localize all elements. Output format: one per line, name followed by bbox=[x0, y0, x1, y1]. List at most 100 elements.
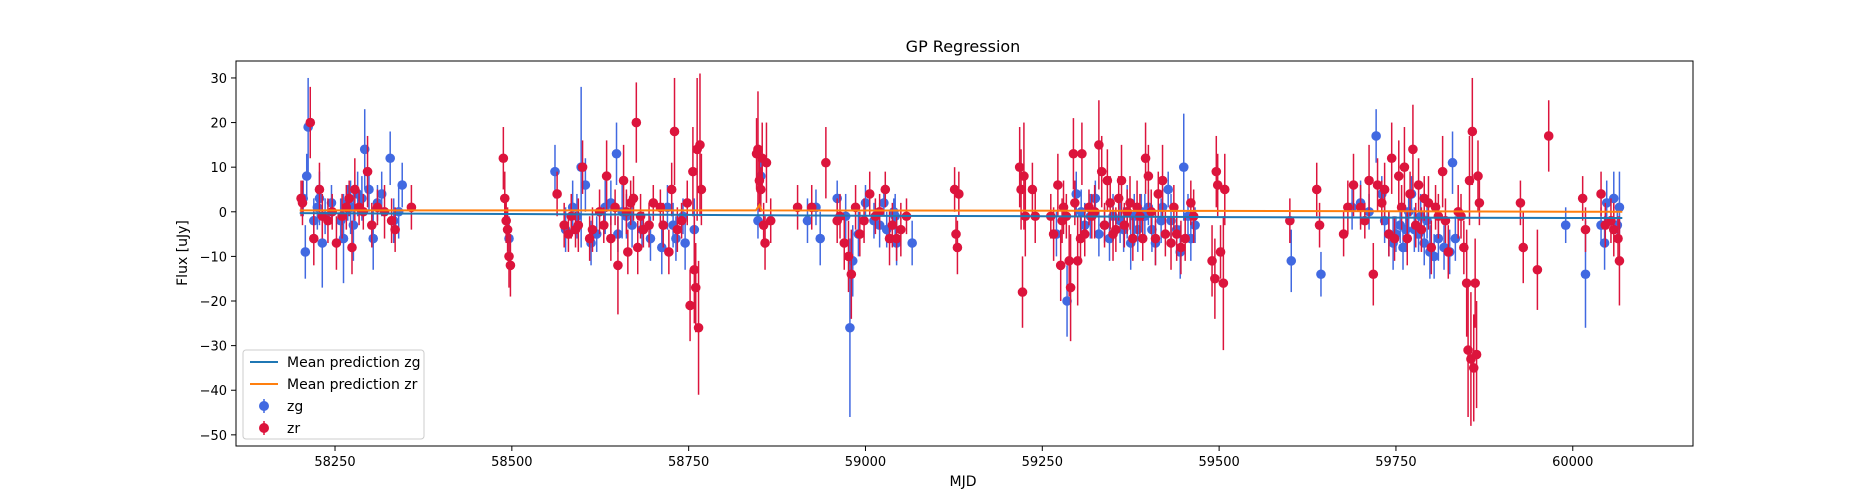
legend-label-zr-line: Mean prediction zr bbox=[287, 377, 418, 393]
legend-label-zg: zg bbox=[287, 399, 303, 415]
data-point-zr bbox=[366, 220, 377, 230]
data-point-zr bbox=[577, 162, 588, 172]
data-point-zr bbox=[358, 206, 369, 217]
data-point-zr bbox=[1467, 126, 1478, 137]
x-tick-label: 58250 bbox=[314, 455, 355, 470]
data-point-zg bbox=[300, 247, 311, 257]
data-point-zr bbox=[498, 153, 509, 164]
y-axis-label: Flux [uJy] bbox=[175, 220, 191, 286]
x-ticks: 58250 58500 58750 59000 59250 59500 59750 60000 bbox=[314, 446, 1593, 470]
data-point-zr bbox=[504, 251, 514, 262]
data-point-zr bbox=[1019, 171, 1029, 181]
legend-label-zr: zr bbox=[287, 421, 300, 437]
data-point-zr bbox=[1393, 171, 1404, 181]
data-point-zg bbox=[802, 215, 813, 226]
data-point-zg bbox=[1062, 296, 1072, 306]
data-point-zr bbox=[1426, 242, 1437, 253]
data-point-zr bbox=[696, 184, 707, 195]
data-point-zr bbox=[1212, 180, 1223, 190]
data-point-zr bbox=[1150, 233, 1161, 244]
data-point-zg bbox=[1094, 229, 1104, 239]
data-point-zr bbox=[644, 220, 654, 230]
data-point-zg bbox=[1580, 269, 1591, 280]
data-point-zr bbox=[1577, 193, 1588, 204]
y-tick-label: −40 bbox=[200, 384, 227, 399]
data-point-zr bbox=[693, 322, 704, 333]
data-point-zr bbox=[347, 242, 357, 253]
data-point-zr bbox=[1532, 264, 1543, 275]
data-point-zr bbox=[1077, 148, 1087, 159]
data-point-zr bbox=[887, 220, 898, 230]
data-point-zr bbox=[648, 198, 659, 208]
data-point-zr bbox=[1137, 233, 1148, 244]
data-point-zr bbox=[1408, 144, 1418, 155]
y-tick-label: 10 bbox=[210, 161, 227, 176]
plot-frame bbox=[235, 60, 1694, 447]
x-tick-label: 58500 bbox=[491, 455, 532, 470]
data-point-zr bbox=[1413, 180, 1424, 190]
data-point-zr bbox=[502, 224, 513, 235]
data-point-zr bbox=[1364, 175, 1374, 186]
data-point-zr bbox=[613, 260, 623, 271]
data-point-zg bbox=[1447, 157, 1458, 168]
data-point-zr bbox=[1543, 131, 1554, 141]
data-point-zr bbox=[658, 220, 668, 230]
data-point-zr bbox=[688, 166, 698, 177]
y-tick-label: −20 bbox=[200, 295, 227, 310]
data-point-zr bbox=[305, 117, 316, 128]
data-point-zr bbox=[1386, 153, 1397, 164]
data-point-zr bbox=[297, 198, 308, 208]
data-point-zr bbox=[756, 184, 766, 195]
data-point-zr bbox=[1218, 278, 1229, 288]
data-point-zr bbox=[1055, 260, 1066, 271]
data-point-zr bbox=[1423, 198, 1434, 208]
data-point-zg bbox=[879, 198, 889, 208]
data-point-zr bbox=[1166, 238, 1176, 248]
data-point-zg bbox=[397, 180, 408, 190]
x-tick-label: 58750 bbox=[668, 455, 709, 470]
data-point-zg bbox=[671, 233, 681, 244]
data-point-zr bbox=[1180, 233, 1190, 244]
data-point-zr bbox=[855, 229, 865, 239]
data-point-zg bbox=[815, 233, 826, 244]
data-point-zr bbox=[587, 224, 598, 235]
data-point-zg bbox=[645, 233, 656, 244]
data-point-zr bbox=[753, 144, 763, 155]
data-point-zr bbox=[1461, 278, 1472, 288]
data-point-zr bbox=[1399, 162, 1410, 172]
data-point-zr bbox=[669, 126, 680, 137]
data-point-zr bbox=[1014, 162, 1025, 172]
legend-marker-zg bbox=[259, 401, 269, 411]
data-point-zr bbox=[632, 242, 643, 253]
y-tick-label: 30 bbox=[210, 72, 227, 87]
data-point-zr bbox=[1518, 242, 1529, 253]
data-point-zr bbox=[1515, 198, 1526, 208]
data-point-zr bbox=[1348, 180, 1359, 190]
data-point-zg bbox=[627, 220, 637, 230]
data-point-zr bbox=[880, 184, 891, 195]
y-tick-label: −30 bbox=[200, 340, 227, 355]
y-tick-label: 0 bbox=[219, 206, 227, 221]
data-point-zg bbox=[1614, 202, 1625, 213]
data-point-zg bbox=[348, 220, 359, 230]
data-point-zg bbox=[1071, 189, 1082, 199]
plot-area bbox=[235, 60, 1694, 447]
data-point-zr bbox=[1125, 198, 1135, 208]
data-point-zr bbox=[1105, 198, 1115, 208]
mean-prediction-zg-line bbox=[299, 212, 1623, 219]
data-point-zr bbox=[505, 260, 516, 271]
data-point-zr bbox=[573, 220, 584, 230]
data-point-zg bbox=[845, 322, 855, 333]
data-point-zg bbox=[1076, 206, 1087, 217]
data-point-zr bbox=[314, 184, 325, 195]
legend-frame bbox=[242, 349, 425, 440]
data-point-zg bbox=[1286, 256, 1297, 266]
data-point-zr bbox=[566, 211, 577, 222]
data-point-zr bbox=[1389, 233, 1400, 244]
data-point-zg bbox=[1560, 220, 1571, 230]
data-point-zr bbox=[682, 198, 693, 208]
data-point-zr bbox=[1053, 180, 1063, 190]
series-layer bbox=[296, 73, 1625, 426]
data-point-zr bbox=[1456, 211, 1466, 222]
x-tick-label: 59250 bbox=[1022, 455, 1063, 470]
